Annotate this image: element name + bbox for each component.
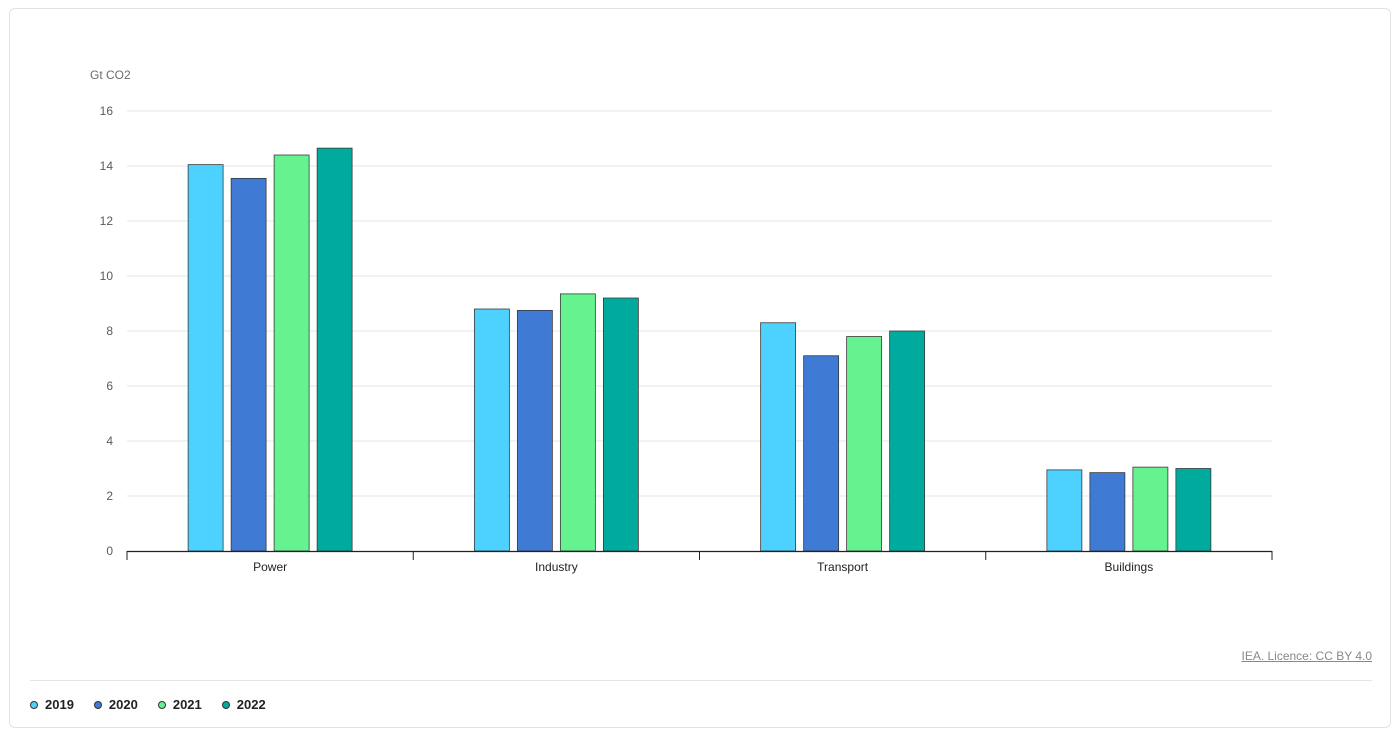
legend-label-2021: 2021 (172, 697, 202, 712)
y-tick-16: 16 (100, 104, 114, 118)
legend-item-2022[interactable]: 2022 (221, 697, 266, 712)
bar-industry-2019[interactable] (473, 308, 510, 552)
x-tick-labels: Power Industry Transport Buildings (253, 560, 1153, 574)
legend-item-2019[interactable]: 2019 (30, 697, 74, 712)
y-tick-12: 12 (100, 214, 114, 228)
y-tick-0: 0 (106, 544, 113, 558)
bar-buildings-2020[interactable] (1089, 472, 1126, 552)
bar-buildings-2019[interactable] (1046, 469, 1083, 552)
bar-power-2021[interactable] (273, 154, 310, 552)
bar-power-2022[interactable] (316, 147, 353, 552)
legend: 2019 2020 2021 2022 (30, 697, 266, 712)
legend-dot-2021 (157, 700, 166, 709)
bar-transport-2020[interactable] (803, 355, 840, 552)
y-tick-10: 10 (100, 269, 114, 283)
legend-item-2020[interactable]: 2020 (93, 697, 138, 712)
bar-industry-2021[interactable] (559, 293, 596, 552)
x-tick-transport: Transport (817, 560, 869, 574)
bar-transport-2021[interactable] (846, 336, 883, 552)
legend-item-2021[interactable]: 2021 (157, 697, 202, 712)
source-link[interactable]: IEA. Licence: CC BY 4.0 (1241, 649, 1372, 663)
y-tick-8: 8 (106, 324, 113, 338)
bar-buildings-2021[interactable] (1132, 466, 1169, 552)
y-axis-label: Gt CO2 (90, 68, 131, 82)
legend-label-2022: 2022 (236, 697, 266, 712)
y-tick-labels: 0 2 4 6 8 10 12 14 16 (100, 104, 114, 558)
legend-dot-2019 (30, 700, 38, 709)
bar-industry-2020[interactable] (516, 309, 553, 552)
bar-industry-2022[interactable] (602, 297, 639, 552)
x-tick-industry: Industry (535, 560, 578, 574)
bars (187, 147, 1212, 552)
legend-divider (30, 680, 1372, 681)
y-tick-2: 2 (106, 489, 113, 503)
bar-power-2019[interactable] (187, 164, 224, 552)
legend-dot-2022 (221, 700, 230, 709)
bar-buildings-2022[interactable] (1175, 468, 1212, 552)
y-tick-6: 6 (106, 379, 113, 393)
legend-dot-2020 (93, 700, 102, 709)
legend-label-2020: 2020 (108, 697, 138, 712)
bar-transport-2019[interactable] (760, 322, 797, 552)
bar-transport-2022[interactable] (889, 330, 926, 552)
x-tick-power: Power (253, 560, 287, 574)
bar-power-2020[interactable] (230, 177, 267, 552)
legend-label-2019: 2019 (45, 697, 74, 712)
x-axis (126, 550, 1273, 560)
y-tick-4: 4 (106, 434, 113, 448)
y-tick-14: 14 (100, 159, 114, 173)
x-tick-buildings: Buildings (1105, 560, 1154, 574)
